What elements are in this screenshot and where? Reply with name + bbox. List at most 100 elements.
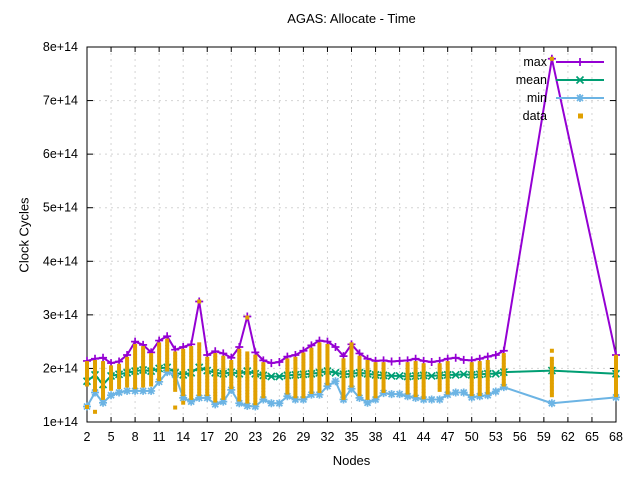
- x-tick-label: 26: [272, 430, 286, 444]
- data-point: [357, 365, 362, 370]
- data-point: [101, 371, 106, 376]
- data-point: [149, 375, 154, 380]
- data-point: [421, 372, 426, 377]
- data-point: [501, 372, 506, 377]
- data-point: [101, 388, 106, 393]
- data-point: [405, 362, 410, 367]
- data-point: [245, 386, 250, 391]
- data-point: [229, 382, 234, 387]
- data-point: [205, 369, 210, 374]
- data-point: [101, 378, 106, 383]
- data-point: [157, 342, 162, 347]
- data-point: [309, 383, 314, 388]
- x-tick-label: 2: [84, 430, 91, 444]
- data-point: [293, 394, 298, 399]
- data-point: [197, 342, 202, 347]
- data-point: [213, 382, 218, 387]
- data-point: [197, 358, 202, 363]
- data-point: [109, 386, 114, 391]
- data-point: [549, 389, 554, 394]
- data-point: [437, 366, 442, 371]
- data-point: [477, 385, 482, 390]
- data-point: [149, 353, 154, 358]
- data-point: [181, 362, 186, 367]
- data-point: [317, 362, 322, 367]
- data-point: [614, 370, 618, 375]
- x-tick-label: 56: [513, 430, 527, 444]
- data-point: [213, 375, 218, 380]
- data-point: [165, 341, 170, 346]
- x-tick-label: 59: [537, 430, 551, 444]
- data-point: [109, 372, 114, 377]
- data-point: [301, 368, 306, 373]
- data-point: [245, 364, 250, 369]
- data-point: [141, 352, 146, 357]
- data-point: [501, 359, 506, 364]
- x-tick-label: 29: [296, 430, 310, 444]
- data-point: [301, 358, 306, 363]
- data-point: [253, 377, 258, 382]
- data-point: [197, 355, 202, 360]
- data-point: [85, 364, 89, 369]
- data-point: [189, 369, 194, 374]
- data-point: [445, 390, 450, 395]
- data-point: [237, 384, 242, 389]
- data-point: [205, 360, 210, 364]
- data-point: [141, 373, 146, 378]
- data-point: [365, 376, 370, 381]
- data-point: [437, 373, 442, 378]
- data-point: [181, 378, 186, 383]
- data-point: [181, 365, 186, 370]
- data-point: [317, 375, 322, 380]
- data-point: [181, 388, 186, 393]
- data-point: [149, 369, 154, 374]
- data-point: [245, 351, 250, 356]
- data-point: [301, 384, 306, 389]
- data-point: [357, 359, 362, 364]
- x-tick-label: 47: [441, 430, 455, 444]
- data-point: [245, 396, 250, 401]
- y-tick-label: 3e+14: [43, 308, 78, 322]
- data-point: [141, 376, 146, 381]
- data-point: [109, 379, 114, 384]
- data-point: [189, 366, 194, 370]
- data-point: [173, 387, 178, 392]
- data-point: [133, 381, 138, 386]
- data-point: [237, 355, 242, 360]
- data-point: [325, 364, 330, 369]
- data-point: [189, 346, 194, 351]
- data-point: [421, 395, 426, 400]
- data-point: [373, 384, 378, 389]
- data-point: [301, 362, 306, 367]
- data-point: [293, 356, 298, 361]
- data-point: [173, 374, 178, 379]
- data-point: [85, 371, 89, 376]
- data-point: [549, 356, 554, 361]
- data-point: [149, 356, 154, 361]
- data-point: [293, 367, 298, 372]
- data-point: [614, 383, 618, 388]
- data-point: [213, 353, 218, 358]
- data-point: [189, 349, 194, 354]
- data-point: [357, 355, 362, 360]
- data-point: [85, 405, 89, 409]
- data-point: [285, 384, 290, 389]
- data-point: [165, 345, 170, 349]
- data-point: [173, 358, 178, 363]
- data-point: [317, 368, 322, 373]
- data-point: [93, 366, 98, 371]
- data-point: [365, 379, 370, 384]
- data-point: [141, 366, 146, 371]
- data-point: [213, 395, 218, 400]
- data-point: [189, 356, 194, 361]
- data-point: [237, 381, 242, 386]
- data-point: [149, 382, 154, 387]
- data-point: [341, 368, 346, 373]
- data-point: [437, 384, 442, 389]
- data-point: [245, 399, 250, 404]
- data-point: [125, 376, 130, 381]
- data-point: [93, 373, 98, 378]
- data-point: [213, 388, 218, 393]
- data-point: [213, 372, 218, 377]
- data-point: [221, 362, 226, 367]
